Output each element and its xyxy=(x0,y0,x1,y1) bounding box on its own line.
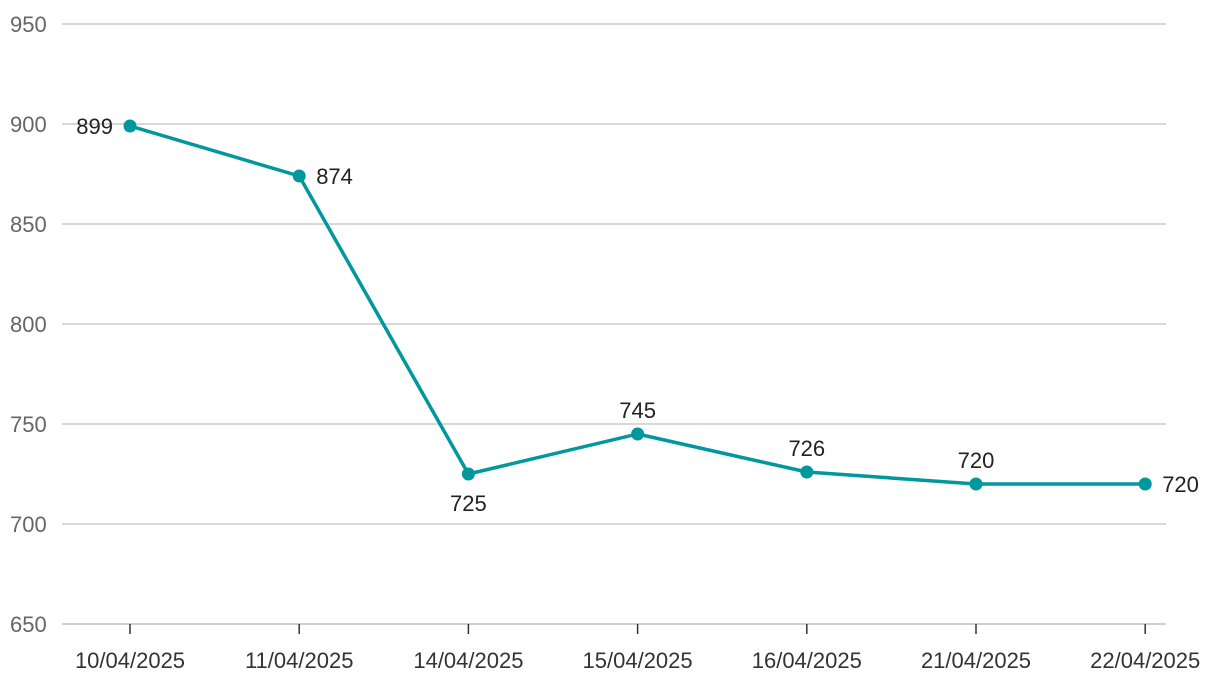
y-tick-label-650: 650 xyxy=(10,612,47,637)
x-tick-label-1: 11/04/2025 xyxy=(245,648,353,673)
data-point-5 xyxy=(969,477,983,491)
data-label-5: 720 xyxy=(958,448,995,473)
x-tick-label-4: 16/04/2025 xyxy=(752,648,862,673)
y-tick-label-900: 900 xyxy=(10,112,47,137)
data-label-4: 726 xyxy=(788,436,825,461)
x-tick-label-3: 15/04/2025 xyxy=(583,648,693,673)
y-tick-label-950: 950 xyxy=(10,12,47,37)
data-point-2 xyxy=(461,467,475,481)
x-tick-label-2: 14/04/2025 xyxy=(413,648,523,673)
y-tick-label-750: 750 xyxy=(10,412,47,437)
data-label-3: 745 xyxy=(619,398,656,423)
x-axis: 10/04/2025 11/04/2025 14/04/2025 15/04/2025… xyxy=(75,624,1200,673)
x-tick-label-0: 10/04/2025 xyxy=(75,648,185,673)
data-point-0 xyxy=(123,119,137,133)
data-point-6 xyxy=(1138,477,1152,491)
data-label-0: 899 xyxy=(76,114,113,139)
series-layer xyxy=(123,119,1152,491)
y-tick-label-800: 800 xyxy=(10,312,47,337)
x-tick-label-5: 21/04/2025 xyxy=(921,648,1031,673)
y-axis: 650 700 750 800 850 900 950 xyxy=(10,12,47,637)
data-labels: 899 874 725 745 726 720 720 xyxy=(76,114,1199,516)
x-tick-label-6: 22/04/2025 xyxy=(1090,648,1200,673)
data-label-6: 720 xyxy=(1162,472,1199,497)
data-point-4 xyxy=(800,465,814,479)
y-tick-label-850: 850 xyxy=(10,212,47,237)
gridlines xyxy=(62,23,1166,625)
data-point-3 xyxy=(631,427,645,441)
data-label-2: 725 xyxy=(450,491,487,516)
data-label-1: 874 xyxy=(316,164,353,189)
data-point-1 xyxy=(292,169,306,183)
y-tick-label-700: 700 xyxy=(10,512,47,537)
